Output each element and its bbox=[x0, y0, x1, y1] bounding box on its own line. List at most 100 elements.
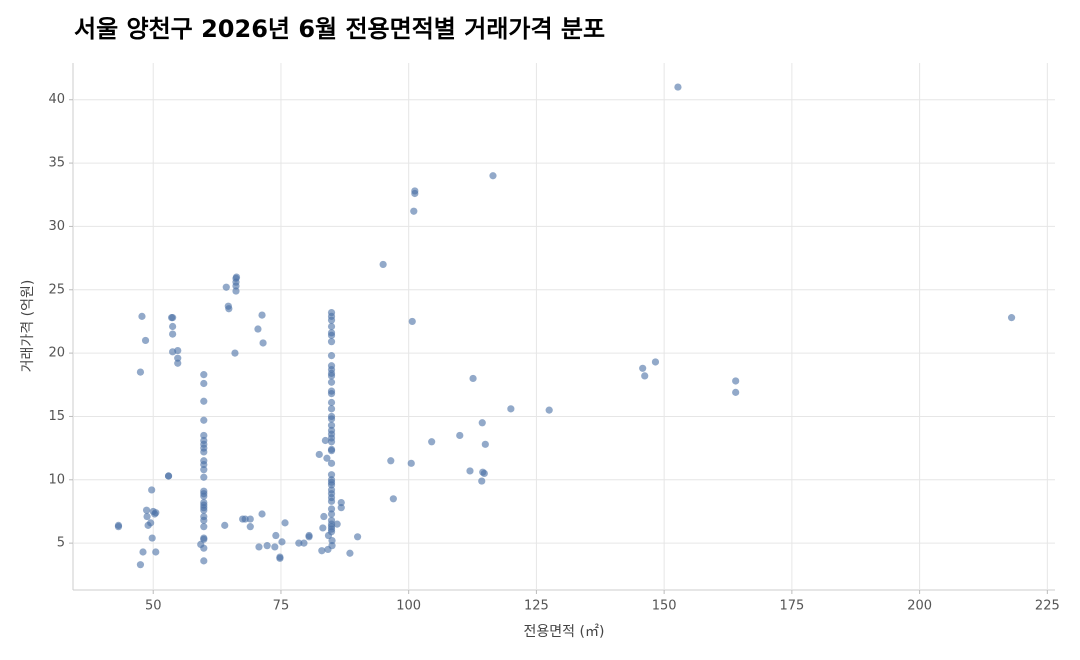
point bbox=[246, 523, 254, 531]
point bbox=[323, 454, 331, 462]
y-tick-label: 20 bbox=[48, 346, 65, 361]
point bbox=[337, 504, 345, 512]
point bbox=[327, 338, 336, 346]
y-tick-label: 40 bbox=[48, 92, 65, 107]
point bbox=[200, 492, 208, 500]
point bbox=[225, 305, 233, 313]
point bbox=[200, 379, 208, 388]
point bbox=[327, 447, 336, 455]
point bbox=[295, 539, 303, 547]
point bbox=[327, 497, 336, 505]
point bbox=[327, 421, 336, 429]
point bbox=[148, 534, 156, 542]
point bbox=[200, 460, 208, 469]
point bbox=[327, 378, 336, 386]
point bbox=[346, 549, 354, 557]
point bbox=[327, 415, 336, 423]
point bbox=[674, 83, 682, 91]
point bbox=[139, 548, 147, 556]
point bbox=[481, 440, 489, 448]
point bbox=[197, 540, 205, 548]
point bbox=[174, 354, 182, 362]
point bbox=[478, 477, 486, 485]
point bbox=[136, 561, 145, 569]
point bbox=[379, 260, 387, 269]
x-tick-label: 50 bbox=[145, 599, 162, 614]
point bbox=[258, 510, 266, 518]
point bbox=[200, 397, 208, 405]
point bbox=[136, 368, 145, 376]
point bbox=[507, 405, 515, 413]
point bbox=[545, 406, 553, 414]
point bbox=[138, 312, 146, 320]
point bbox=[281, 519, 289, 527]
y-tick-label: 30 bbox=[48, 219, 65, 234]
point bbox=[337, 498, 345, 507]
point bbox=[387, 457, 395, 465]
point bbox=[152, 548, 160, 556]
y-tick-label: 5 bbox=[57, 536, 65, 551]
point bbox=[143, 512, 151, 521]
point bbox=[327, 481, 336, 489]
point bbox=[259, 339, 267, 347]
point bbox=[200, 416, 208, 424]
point bbox=[327, 528, 336, 536]
point bbox=[478, 419, 486, 427]
point bbox=[152, 509, 160, 517]
point bbox=[305, 533, 313, 541]
point bbox=[489, 172, 497, 180]
x-axis-title: 전용면적 (㎡) bbox=[524, 624, 605, 640]
point bbox=[200, 448, 208, 456]
point bbox=[148, 486, 156, 494]
point bbox=[222, 283, 230, 291]
x-tick-label: 100 bbox=[396, 599, 421, 614]
point bbox=[469, 374, 477, 383]
point bbox=[200, 506, 208, 514]
point bbox=[651, 358, 660, 366]
x-tick-label: 200 bbox=[907, 599, 932, 614]
point bbox=[327, 438, 336, 446]
point bbox=[327, 471, 336, 479]
point bbox=[480, 469, 488, 478]
point bbox=[466, 467, 474, 475]
point bbox=[169, 314, 177, 322]
point bbox=[200, 431, 208, 440]
x-tick-label: 175 bbox=[779, 599, 804, 614]
point bbox=[456, 431, 464, 440]
point bbox=[327, 316, 336, 324]
point bbox=[319, 524, 327, 532]
point bbox=[327, 505, 336, 513]
point bbox=[408, 317, 416, 326]
point bbox=[327, 390, 336, 398]
point bbox=[142, 506, 151, 514]
point bbox=[147, 519, 155, 527]
point bbox=[407, 459, 415, 467]
y-tick-label: 10 bbox=[48, 472, 65, 487]
point bbox=[174, 359, 182, 367]
point bbox=[327, 372, 336, 380]
y-axis-title: 거래가격 (억원) bbox=[20, 280, 36, 373]
point bbox=[169, 322, 177, 331]
point bbox=[258, 311, 266, 319]
point bbox=[231, 349, 239, 357]
x-tick-label: 125 bbox=[524, 599, 549, 614]
point bbox=[327, 398, 336, 407]
point bbox=[318, 547, 326, 555]
point bbox=[732, 388, 740, 396]
point bbox=[200, 516, 208, 524]
point bbox=[327, 322, 336, 331]
point bbox=[328, 542, 336, 550]
point bbox=[221, 521, 229, 529]
point bbox=[410, 207, 418, 215]
point bbox=[327, 459, 336, 467]
point bbox=[241, 515, 249, 523]
point bbox=[327, 352, 336, 360]
x-tick-label: 75 bbox=[273, 599, 290, 614]
x-tick-label: 150 bbox=[652, 599, 677, 614]
point bbox=[246, 515, 254, 523]
x-tick-label: 225 bbox=[1035, 599, 1060, 614]
point bbox=[200, 473, 208, 481]
point bbox=[328, 536, 336, 545]
